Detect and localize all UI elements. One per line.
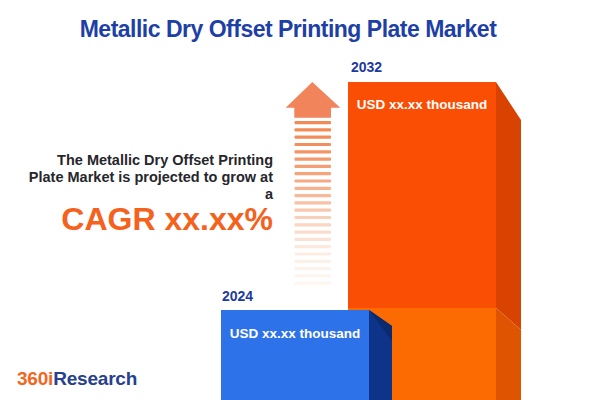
infographic: Metallic Dry Offset Printing Plate Marke… [0, 0, 600, 400]
description-line-1: The Metallic Dry Offset Printing [0, 152, 273, 169]
growth-arrow-head [286, 82, 341, 118]
bar-2024-value-label: USD xx.xx thousand [221, 326, 369, 341]
description-line-2: Plate Market is projected to grow at [0, 169, 273, 186]
year-label-2032: 2032 [351, 59, 382, 75]
bar-2032-side-upper [496, 82, 521, 330]
logo-360i: 360i [17, 368, 53, 389]
bar-2024 [221, 310, 392, 400]
bar-2032-front-upper [348, 82, 496, 308]
description-text: The Metallic Dry Offset Printing Plate M… [0, 152, 273, 203]
company-logo: 360iResearch [17, 368, 137, 390]
page-title: Metallic Dry Offset Printing Plate Marke… [0, 16, 576, 43]
growth-arrow [286, 82, 341, 285]
logo-research: Research [53, 368, 137, 389]
growth-arrow-stripes [295, 121, 332, 285]
bar-2024-front [221, 310, 369, 400]
bar-2032-value-label: USD xx.xx thousand [348, 97, 496, 112]
cagr-value: CAGR xx.xx% [0, 203, 273, 235]
year-label-2024: 2024 [222, 288, 253, 304]
